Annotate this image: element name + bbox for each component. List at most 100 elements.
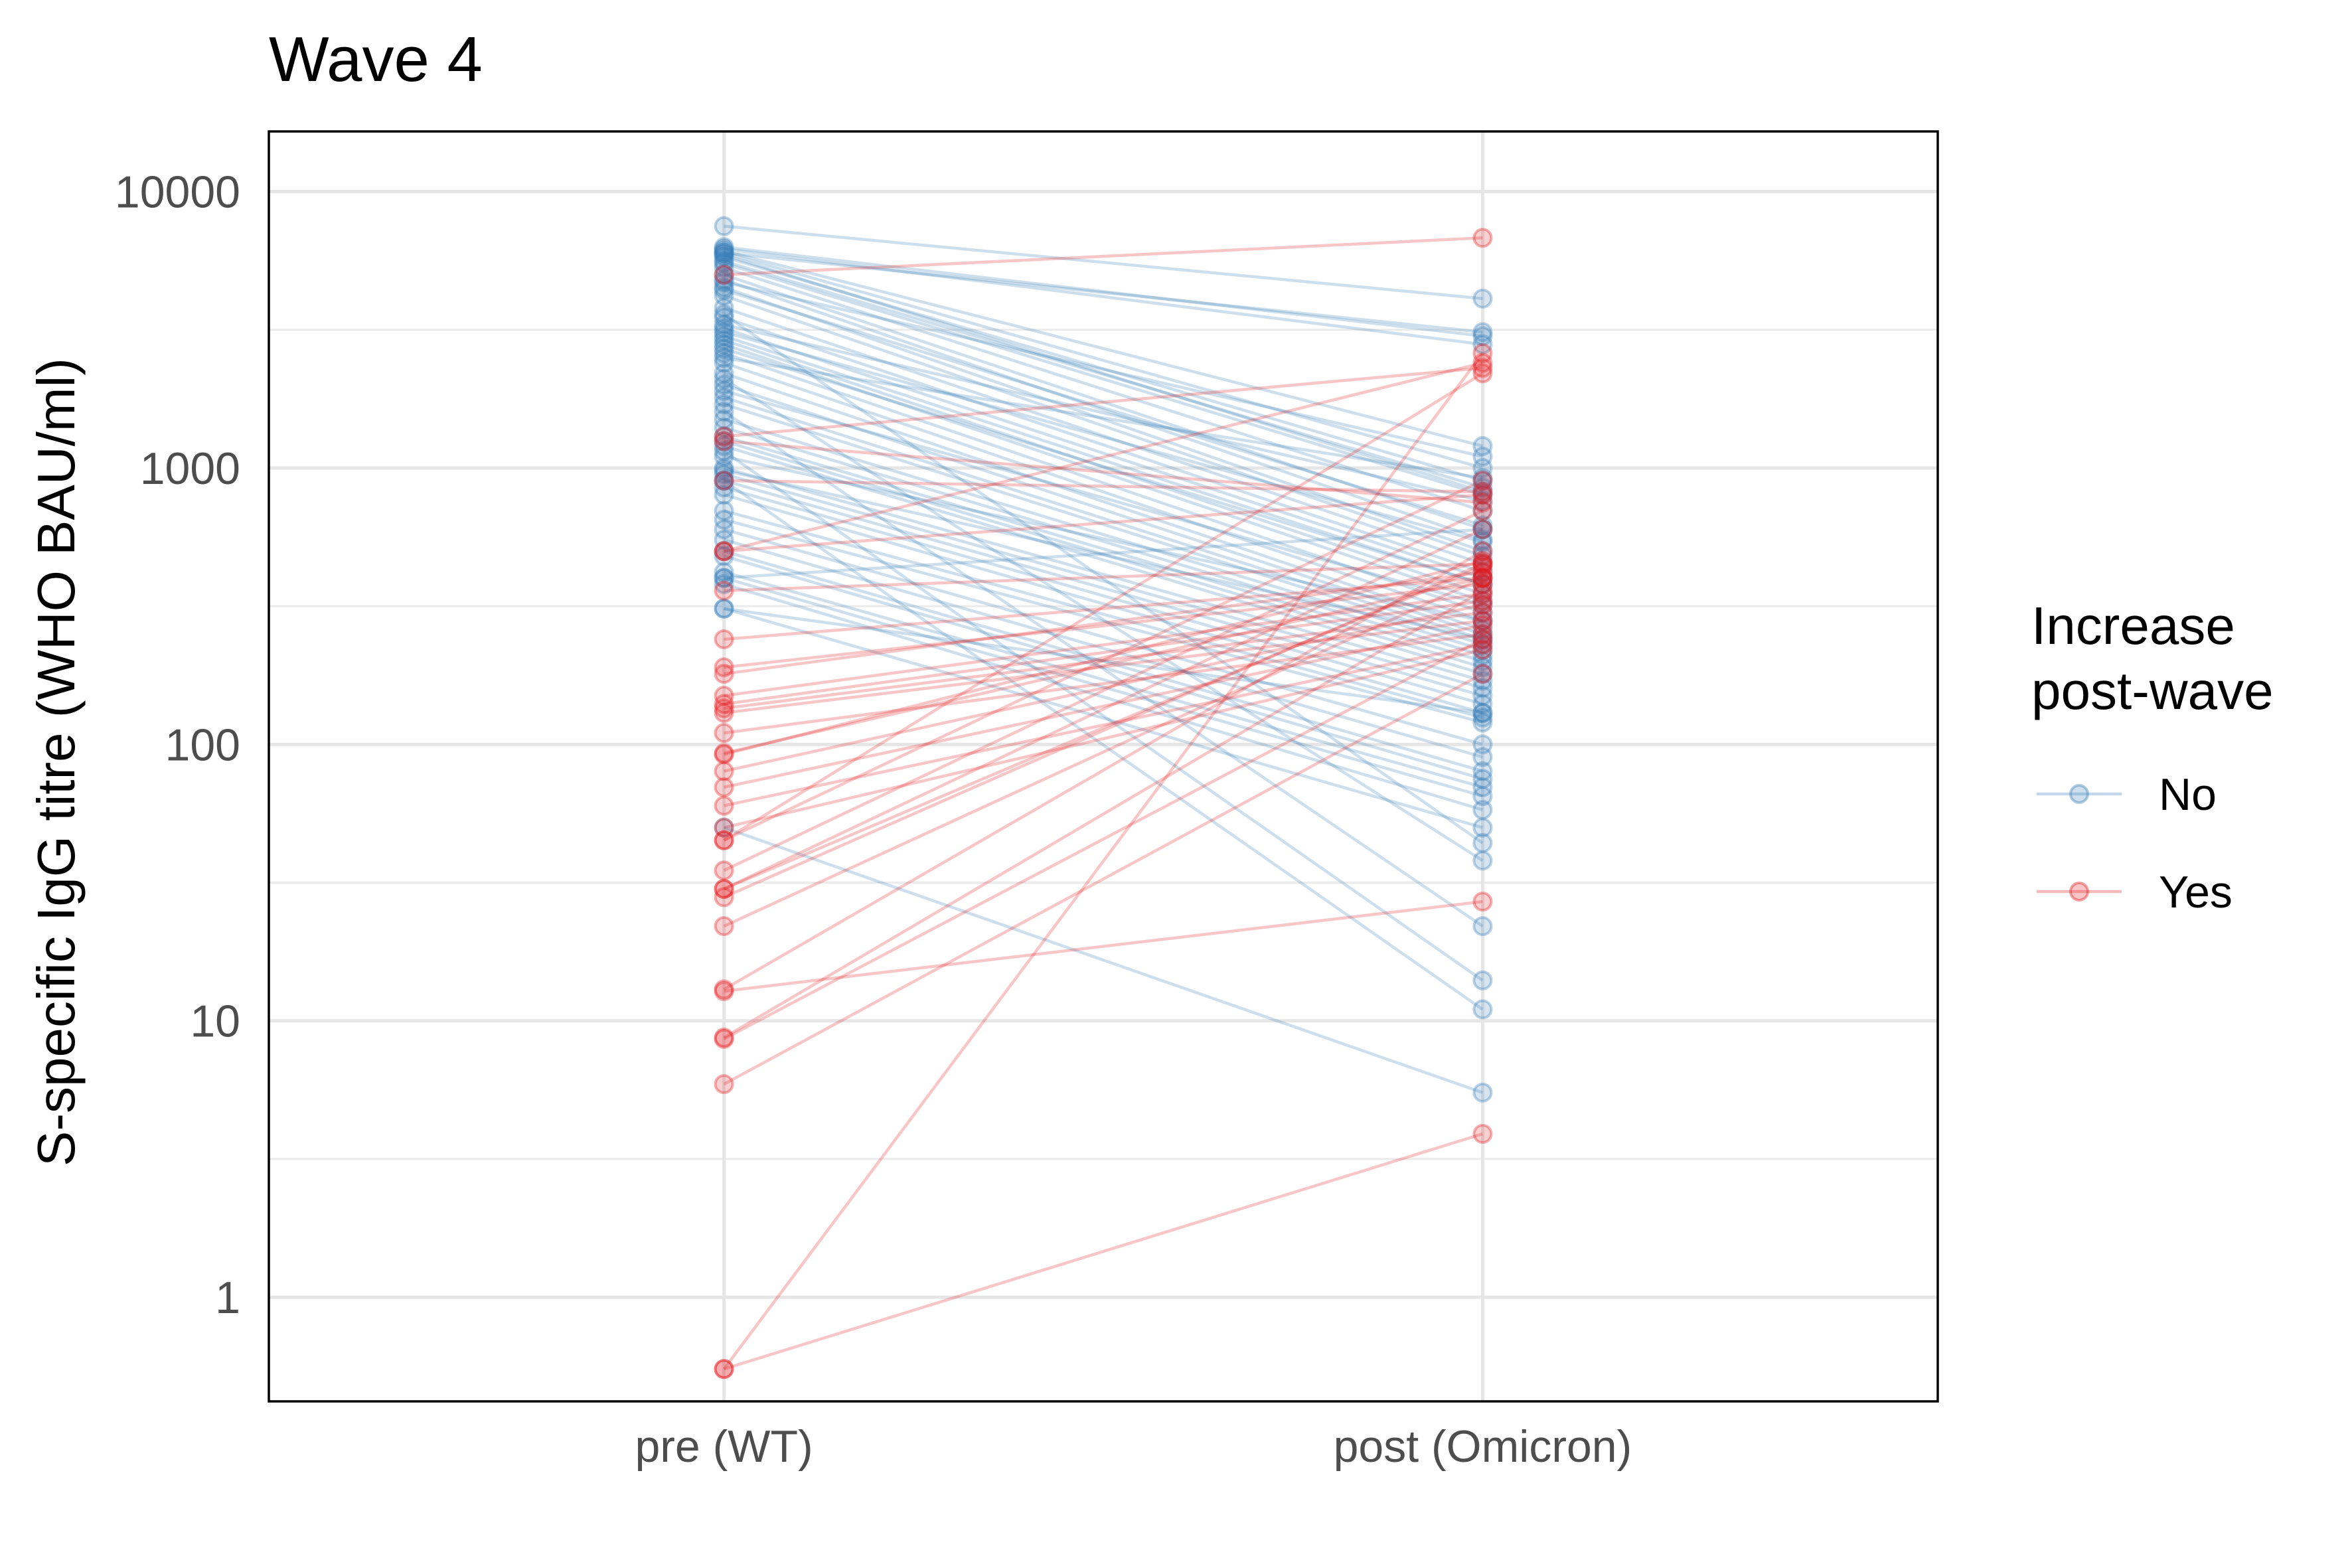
series-no-point	[714, 418, 734, 438]
series-no-point	[1472, 501, 1493, 521]
series-no-point	[714, 401, 734, 422]
series-yes-point	[714, 541, 734, 562]
series-no-point	[714, 348, 734, 368]
series-yes-line	[723, 589, 1484, 1039]
series-no-line	[723, 582, 1484, 812]
series-yes-point	[714, 916, 734, 937]
series-no-point	[714, 258, 734, 278]
series-no-point	[1472, 519, 1493, 540]
series-no-point	[714, 368, 734, 389]
series-yes-line	[724, 576, 1483, 755]
series-yes-line	[724, 582, 1483, 669]
series-no-point	[1472, 334, 1493, 354]
series-no-line	[723, 418, 1484, 651]
series-yes-point	[1472, 551, 1493, 572]
series-yes-point	[714, 698, 734, 719]
series-no-line	[723, 554, 1484, 781]
series-yes-point	[714, 743, 734, 763]
series-no-point	[714, 343, 734, 364]
series-yes-point	[714, 1359, 734, 1379]
series-no-line	[724, 528, 1483, 580]
series-no-point	[714, 460, 734, 481]
series-no-point	[1472, 611, 1493, 631]
series-no-point	[714, 318, 734, 339]
series-no-point	[1472, 532, 1493, 552]
series-yes-point	[1472, 574, 1493, 594]
series-no-point	[1472, 574, 1493, 594]
series-yes-line	[724, 366, 1483, 438]
series-no-point	[1472, 491, 1493, 511]
series-no-line	[723, 486, 1484, 706]
legend-title-line-1: Increase	[2031, 596, 2235, 655]
series-no-point	[1472, 562, 1493, 582]
series-yes-point	[714, 795, 734, 816]
series-no-point	[1472, 634, 1493, 655]
series-no-point	[714, 598, 734, 619]
series-yes-point	[1472, 228, 1493, 248]
series-no-point	[714, 435, 734, 456]
series-yes-point	[714, 1027, 734, 1048]
series-yes-point	[714, 723, 734, 744]
series-yes-line	[723, 638, 1484, 1040]
legend-label-yes: Yes	[2159, 867, 2233, 917]
series-no-line	[723, 439, 1484, 669]
series-yes-point	[1472, 481, 1493, 502]
series-yes-line	[722, 352, 1484, 1370]
series-no-point	[714, 270, 734, 290]
series-no-point	[714, 322, 734, 343]
series-no-point	[1472, 761, 1493, 781]
series-yes-point	[1472, 639, 1493, 660]
series-no-point	[1472, 1082, 1493, 1103]
series-no-point	[1472, 702, 1493, 723]
series-no-point	[714, 251, 734, 272]
series-no-point	[714, 394, 734, 414]
series-no-line	[723, 253, 1484, 493]
series-no-point	[714, 237, 734, 258]
series-yes-point	[714, 860, 734, 881]
series-yes-point	[1472, 568, 1493, 588]
series-no-point	[1472, 326, 1493, 347]
series-yes-point	[714, 1359, 734, 1379]
series-no-line	[723, 479, 1484, 698]
series-no-point	[1472, 611, 1493, 631]
series-no-line	[723, 331, 1484, 544]
series-no-point	[714, 562, 734, 582]
series-yes-point	[1472, 358, 1493, 378]
series-no-line	[723, 435, 1484, 663]
series-no-point	[714, 817, 734, 838]
series-no-point	[714, 477, 734, 498]
series-yes-line	[724, 592, 1483, 698]
series-no-line	[724, 455, 1483, 623]
series-yes-line	[724, 603, 1483, 773]
series-yes-point	[714, 1029, 734, 1050]
series-no-point	[714, 285, 734, 306]
series-no-point	[714, 380, 734, 401]
series-no-point	[1472, 477, 1493, 498]
series-no-point	[1472, 322, 1493, 343]
series-yes-line	[723, 509, 1484, 872]
series-no-point	[1472, 584, 1493, 604]
series-yes-line	[724, 633, 1483, 735]
series-no-line	[723, 426, 1484, 657]
legend-key-point-yes	[2069, 882, 2089, 902]
series-no-point	[714, 509, 734, 530]
series-no-point	[1472, 481, 1493, 502]
series-yes-point	[1472, 591, 1493, 611]
series-no-line	[723, 313, 1484, 844]
series-yes-point	[714, 629, 734, 650]
x-tick-label: post (Omicron)	[1334, 1421, 1632, 1472]
series-yes-point	[1472, 556, 1493, 577]
series-yes-point	[1472, 634, 1493, 655]
series-yes-point	[714, 817, 734, 838]
series-no-line	[724, 323, 1483, 503]
series-no-point	[1472, 530, 1493, 550]
series-no-point	[1472, 485, 1493, 505]
series-yes-point	[714, 431, 734, 451]
series-no-line	[723, 444, 1484, 676]
series-no-line	[723, 361, 1484, 623]
series-yes-line	[724, 479, 1483, 494]
series-no-point	[714, 334, 734, 354]
series-yes-point	[714, 744, 734, 765]
series-no-point	[714, 485, 734, 505]
series-no-line	[723, 343, 1484, 603]
